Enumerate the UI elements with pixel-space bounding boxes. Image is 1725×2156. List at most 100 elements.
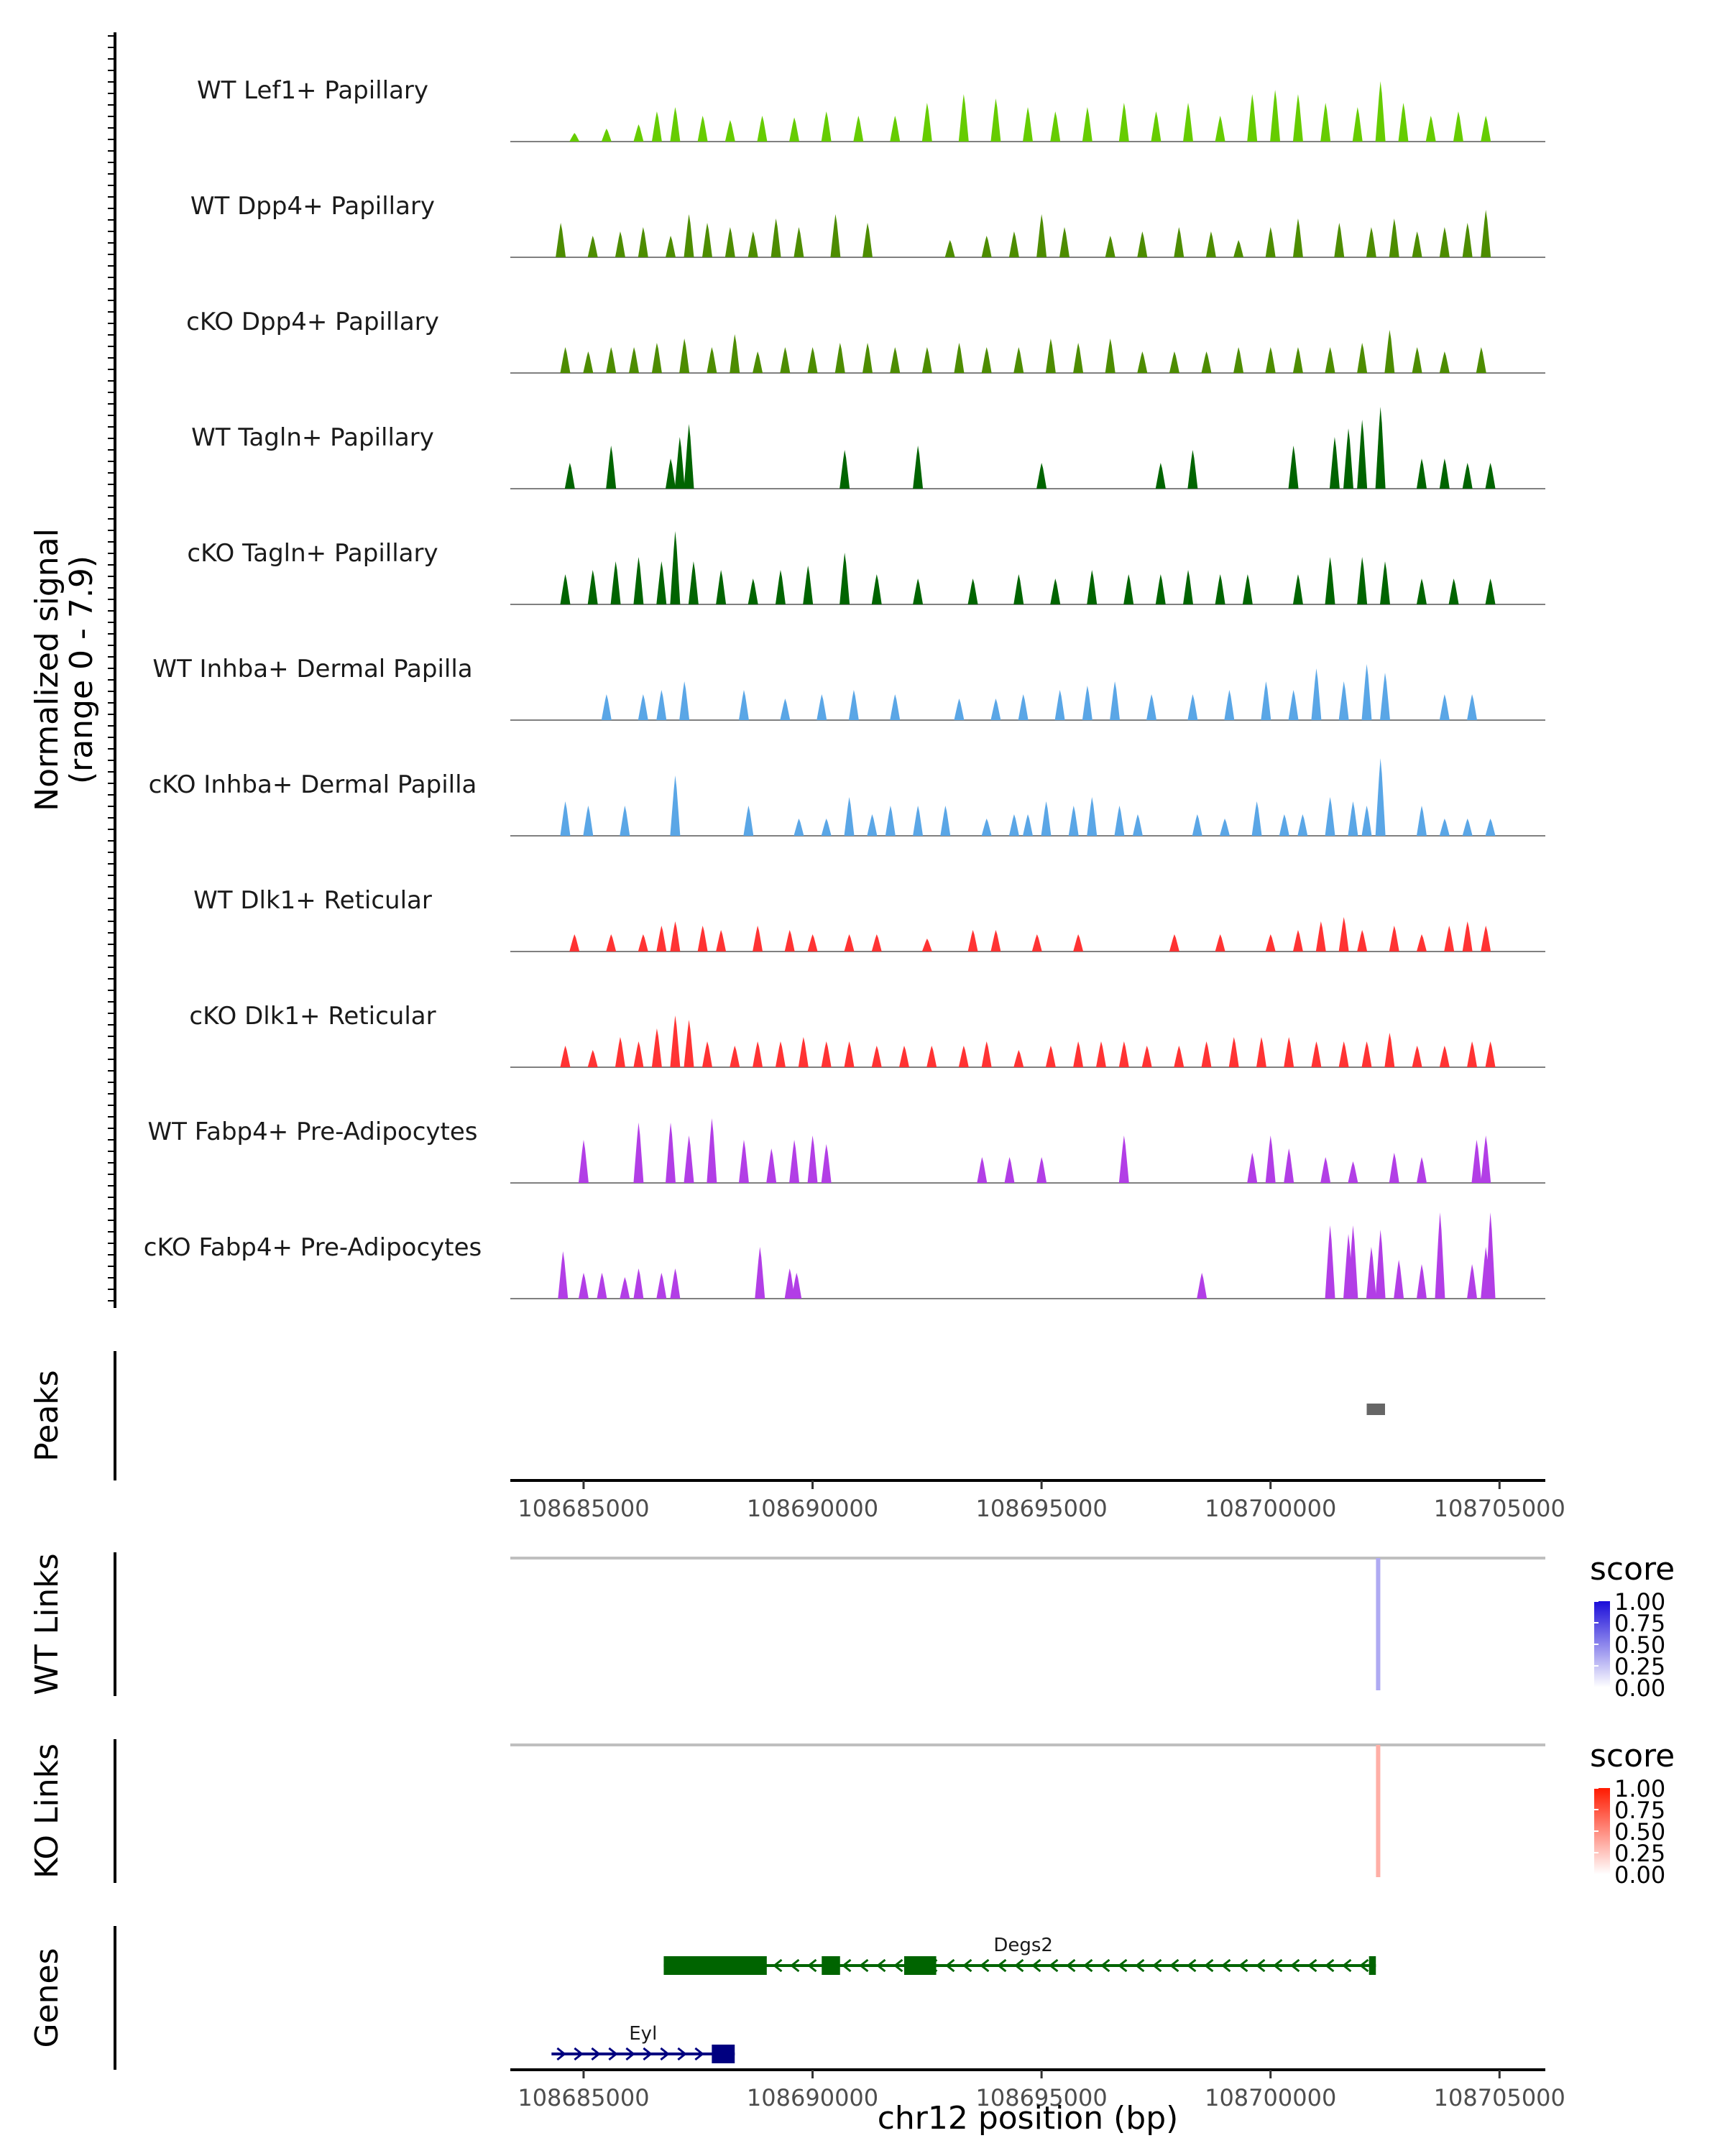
coverage-peak — [601, 129, 612, 142]
coverage-peak — [1361, 664, 1372, 720]
coverage-peak — [1439, 819, 1450, 836]
coverage-peak — [775, 570, 786, 604]
coverage-peak — [1325, 1225, 1335, 1299]
coverage-peak — [821, 111, 832, 142]
coverage-peak — [1352, 107, 1363, 142]
coverage-peak — [958, 1046, 969, 1067]
genes-x-ticks: 108685000 108690000 108695000 108700000 1087… — [518, 2070, 1565, 2111]
coverage-peak — [1412, 1046, 1422, 1067]
coverage-peak — [1215, 574, 1225, 604]
coverage-peak — [601, 694, 612, 720]
coverage-peak — [1366, 227, 1376, 257]
track-label: WT Dlk1+ Reticular — [193, 886, 432, 915]
coverage-peak — [1357, 930, 1368, 952]
coverage-peak — [1073, 1041, 1084, 1067]
coverage-peak — [1384, 1033, 1395, 1067]
strand-chevron — [643, 2047, 653, 2061]
track-4: cKO Tagln+ Papillary — [187, 531, 1545, 605]
coverage-peak — [666, 1123, 676, 1183]
coverage-peak — [1292, 347, 1303, 373]
coverage-peak — [1233, 347, 1244, 373]
coverage-peak — [697, 116, 708, 142]
coverage-peak — [1357, 420, 1368, 489]
coverage-peak — [821, 819, 832, 836]
wt-legend-title: score — [1590, 1551, 1675, 1588]
coverage-peak — [587, 236, 598, 257]
track-5: WT Inhba+ Dermal Papilla — [152, 655, 1545, 721]
coverage-peak — [753, 1041, 763, 1067]
coverage-peak — [1485, 579, 1496, 604]
gene-name: Degs2 — [993, 1935, 1053, 1956]
coverage-peak — [615, 1037, 625, 1067]
coverage-peak — [1137, 231, 1148, 257]
coverage-peak — [1247, 94, 1258, 142]
coverage-peak — [853, 116, 864, 142]
coverage-peak — [1013, 574, 1024, 604]
wt-links-panel: WT Links score 1.000.750.500.250.00 — [29, 1551, 1675, 1702]
coverage-peak — [1137, 351, 1148, 373]
signal-y-label: Normalized signal — [29, 528, 65, 811]
coverage-peak — [1251, 801, 1262, 836]
track-8: cKO Dlk1+ Reticular — [189, 1002, 1545, 1068]
coverage-peak — [1292, 94, 1303, 142]
coverage-peak — [1375, 407, 1386, 489]
coverage-peak — [1261, 681, 1271, 720]
peaks-panel: Peaks 108685000 108690000 108695000 1087000… — [29, 1351, 1565, 1522]
coverage-peak — [1141, 1046, 1152, 1067]
coverage-peak — [1192, 814, 1202, 836]
coverage-peak — [620, 1277, 630, 1299]
strand-chevron — [1066, 1958, 1076, 1973]
coverage-peak — [890, 116, 901, 142]
coverage-peak — [1270, 90, 1281, 142]
coverage-peak — [791, 1273, 802, 1299]
coverage-peak — [1435, 1212, 1445, 1299]
coverage-peak — [1444, 926, 1455, 952]
coverage-peak — [1118, 1041, 1129, 1067]
strand-chevron — [1031, 1958, 1041, 1973]
coverage-peak — [844, 797, 855, 836]
wt-links-label: WT Links — [29, 1553, 65, 1695]
coverage-peak — [1416, 459, 1427, 489]
coverage-peak — [844, 934, 855, 952]
track-6: cKO Inhba+ Dermal Papilla — [149, 758, 1545, 837]
coverage-peak — [1320, 103, 1331, 142]
strand-chevron — [1014, 1958, 1024, 1973]
coverage-peak — [1105, 236, 1116, 257]
coverage-peak — [1462, 819, 1473, 836]
coverage-peak — [638, 694, 648, 720]
strand-chevron — [980, 1958, 990, 1973]
coverage-peak — [1205, 231, 1216, 257]
strand-chevron — [1325, 1958, 1335, 1973]
coverage-peak — [1265, 227, 1276, 257]
coverage-peak — [1389, 218, 1399, 257]
coverage-peak — [1265, 347, 1276, 373]
strand-chevron — [608, 2047, 618, 2061]
coverage-peak — [1114, 806, 1125, 836]
coverage-peak — [1348, 801, 1358, 836]
coverage-peak — [730, 1046, 740, 1067]
strand-chevron — [625, 2047, 635, 2061]
coverage-peak — [1297, 814, 1308, 836]
x-tick-label: 108700000 — [1205, 1495, 1336, 1522]
genes-panel: Genes Degs2 Eyl 108685000 108690000 1086950… — [29, 1926, 1565, 2137]
coverage-peak — [1467, 1041, 1478, 1067]
ko-legend-title: score — [1590, 1738, 1675, 1774]
coverage-peak — [775, 1041, 786, 1067]
coverage-peak — [1338, 681, 1349, 720]
track-3: WT Tagln+ Papillary — [191, 407, 1545, 489]
coverage-peak — [871, 574, 882, 604]
coverage-peak — [1412, 231, 1422, 257]
coverage-peak — [1201, 351, 1212, 373]
coverage-peak — [1008, 231, 1019, 257]
coverage-peak — [958, 94, 969, 142]
coverage-peak — [1082, 686, 1092, 720]
coverage-peak — [1379, 673, 1390, 720]
ko-legend-ticks: 1.000.750.500.250.00 — [1594, 1775, 1665, 1889]
strand-chevron — [1118, 1958, 1128, 1973]
coverage-peak — [1095, 1041, 1106, 1067]
strand-chevron — [876, 1958, 886, 1973]
coverage-peak — [702, 223, 712, 257]
x-tick-label: 108690000 — [747, 2084, 878, 2111]
strand-chevron — [1049, 1958, 1059, 1973]
coverage-peak — [871, 934, 882, 952]
